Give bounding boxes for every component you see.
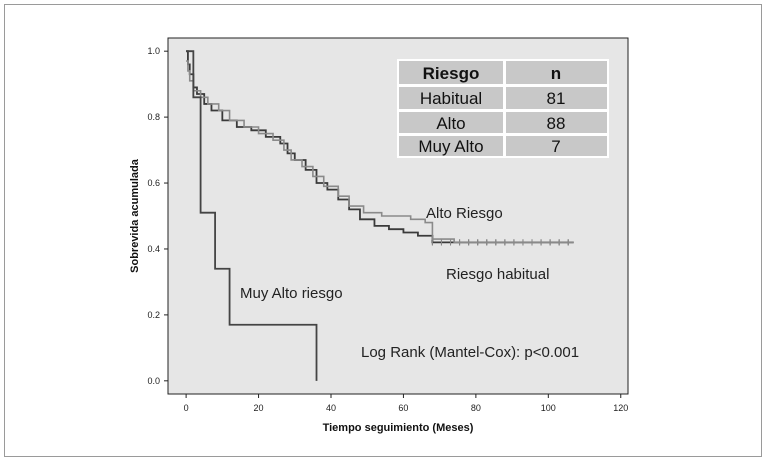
y-tick-label: 1.0 — [147, 46, 160, 56]
risk-table-cell — [506, 136, 607, 156]
y-tick-label: 0.6 — [147, 178, 160, 188]
y-axis-title: Sobrevida acumulada — [129, 158, 141, 273]
y-tick-label: 0.8 — [147, 112, 160, 122]
y-tick-label: 0.4 — [147, 244, 160, 254]
x-tick-label: 100 — [541, 403, 556, 413]
risk-table-cell — [506, 112, 607, 133]
risk-table-header-n: n — [551, 64, 561, 83]
risk-table-cell — [506, 61, 607, 84]
risk-table-cell — [399, 112, 503, 133]
survival-curve-alto — [186, 60, 574, 244]
label-muy-alto-riesgo: Muy Alto riesgo — [240, 285, 343, 302]
x-tick-label: 40 — [326, 403, 336, 413]
x-tick-label: 0 — [184, 403, 189, 413]
risk-table-cell — [399, 87, 503, 109]
risk-table-cell — [399, 136, 503, 156]
y-axis-ticks: 0.0 0.2 0.4 0.6 0.8 1.0 — [147, 46, 168, 386]
y-tick-label: 0.0 — [147, 376, 160, 386]
x-axis-ticks: 0 20 40 60 80 100 120 — [184, 394, 628, 413]
risk-table-group: Habitual — [420, 89, 482, 108]
y-tick-label: 0.2 — [147, 310, 160, 320]
x-tick-label: 20 — [254, 403, 264, 413]
risk-table-count: 88 — [547, 114, 566, 133]
risk-table-group: Muy Alto — [418, 137, 483, 156]
risk-table-cell — [506, 87, 607, 109]
x-tick-label: 80 — [471, 403, 481, 413]
x-axis-title: Tiempo seguimiento (Meses) — [323, 422, 474, 434]
risk-table: Riesgo n Habitual 81 Alto 88 Muy Alto 7 — [397, 59, 609, 158]
series-group — [186, 50, 574, 381]
survival-curve-muy-alto — [186, 50, 318, 381]
label-riesgo-habitual: Riesgo habitual — [446, 266, 549, 283]
risk-table-count: 81 — [547, 89, 566, 108]
log-rank-annotation: Log Rank (Mantel-Cox): p<0.001 — [361, 344, 579, 361]
risk-table-cell — [399, 61, 503, 84]
label-alto-riesgo: Alto Riesgo — [426, 205, 503, 222]
risk-table-count: 7 — [551, 137, 560, 156]
risk-table-group: Alto — [436, 114, 465, 133]
risk-table-header-riesgo: Riesgo — [423, 64, 480, 83]
x-tick-label: 120 — [613, 403, 628, 413]
x-tick-label: 60 — [398, 403, 408, 413]
